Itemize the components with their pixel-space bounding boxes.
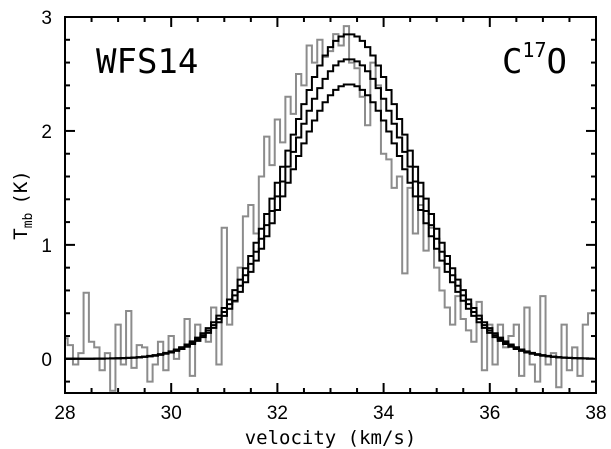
y-axis-label-main: T <box>10 228 32 239</box>
x-tick-label: 34 <box>373 403 395 424</box>
molecule-isotope: 17 <box>522 38 546 62</box>
y-axis-label-unit: (K) <box>10 170 32 204</box>
x-tick-label: 30 <box>161 403 182 424</box>
molecule-label: C17O <box>502 38 567 82</box>
y-tick-label: 3 <box>41 8 52 29</box>
x-tick-label: 36 <box>479 403 500 424</box>
axis-ticks <box>64 16 597 393</box>
x-axis-label: velocity (km/s) <box>245 427 417 449</box>
y-tick-label: 2 <box>41 122 52 143</box>
y-axis-label: Tmb (K) <box>10 170 36 239</box>
x-tick-label: 38 <box>585 403 606 424</box>
molecule-base: C <box>502 42 522 82</box>
x-tick-label: 28 <box>54 403 75 424</box>
model-series-line-2 <box>65 58 594 360</box>
y-tick-label: 1 <box>41 236 52 257</box>
model-spectra <box>65 33 594 360</box>
model-series-line-1 <box>65 33 594 360</box>
source-name: WFS14 <box>96 42 198 82</box>
molecule-tail: O <box>547 42 567 82</box>
x-tick-label: 32 <box>267 403 288 424</box>
x-tick-labels: 28 30 32 34 36 38 <box>54 403 606 424</box>
y-tick-label: 0 <box>41 350 52 371</box>
y-tick-labels: 0 1 2 3 <box>41 8 52 371</box>
model-series-line-3 <box>65 83 594 360</box>
y-axis-label-sub: mb <box>21 212 36 228</box>
